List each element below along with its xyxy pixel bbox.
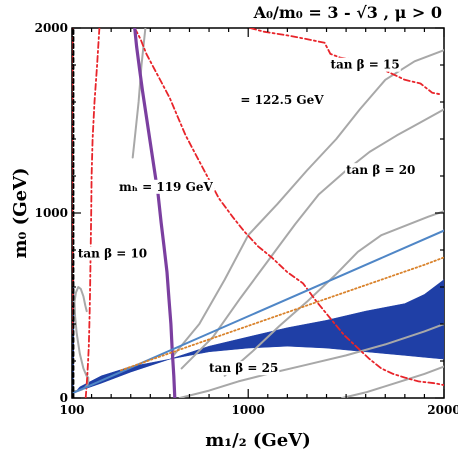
annotation-bg bbox=[117, 179, 215, 194]
series-tb25 bbox=[178, 323, 444, 398]
series-tb15 bbox=[170, 49, 444, 359]
series-tb_left bbox=[131, 28, 147, 159]
annotation-label: mₕ = 119 GeV bbox=[119, 180, 213, 194]
y-tick-label: 2000 bbox=[35, 21, 68, 35]
annotation-label: tan β = 10 bbox=[78, 246, 147, 260]
y-axis-label: m₀ (GeV) bbox=[10, 167, 31, 258]
series-tb15b bbox=[180, 108, 444, 370]
y-tick-label: 1000 bbox=[35, 206, 68, 220]
series-mh_left bbox=[84, 28, 101, 398]
tick-labels: 100 1000 2000 0 1000 2000 bbox=[35, 21, 458, 417]
y-tick-label: 0 bbox=[60, 391, 68, 405]
x-tick-label: 100 bbox=[59, 403, 84, 417]
annotation-label: tan β = 20 bbox=[346, 163, 415, 177]
annotation-label: tan β = 15 bbox=[330, 58, 399, 72]
axis-ticks bbox=[71, 27, 445, 399]
x-axis-label: m₁/₂ (GeV) bbox=[205, 430, 310, 451]
annotation-bg bbox=[329, 57, 401, 72]
x-tick-label: 2000 bbox=[427, 403, 458, 417]
plot-area bbox=[72, 28, 444, 398]
x-tick-label: 1000 bbox=[232, 403, 265, 417]
annotation-bg bbox=[76, 246, 149, 261]
series-tb_low bbox=[341, 365, 444, 398]
chart-title: A₀/m₀ = 3 - √3 , μ > 0 bbox=[253, 3, 442, 22]
annotation-label: tan β = 25 bbox=[209, 361, 278, 375]
annotation-label: = 122.5 GeV bbox=[240, 93, 324, 107]
series-tb20 bbox=[223, 210, 444, 377]
region-relic_band bbox=[74, 279, 444, 393]
series-mh_mid bbox=[133, 28, 444, 386]
series-orange_dotted bbox=[120, 256, 444, 372]
annotation-bg bbox=[239, 92, 326, 107]
annotations: tan β = 15 = 122.5 GeV tan β = 20 mₕ = 119 … bbox=[76, 57, 417, 376]
annotation-bg bbox=[345, 163, 417, 178]
annotation-bg bbox=[208, 361, 280, 376]
series-mh119 bbox=[133, 28, 177, 398]
